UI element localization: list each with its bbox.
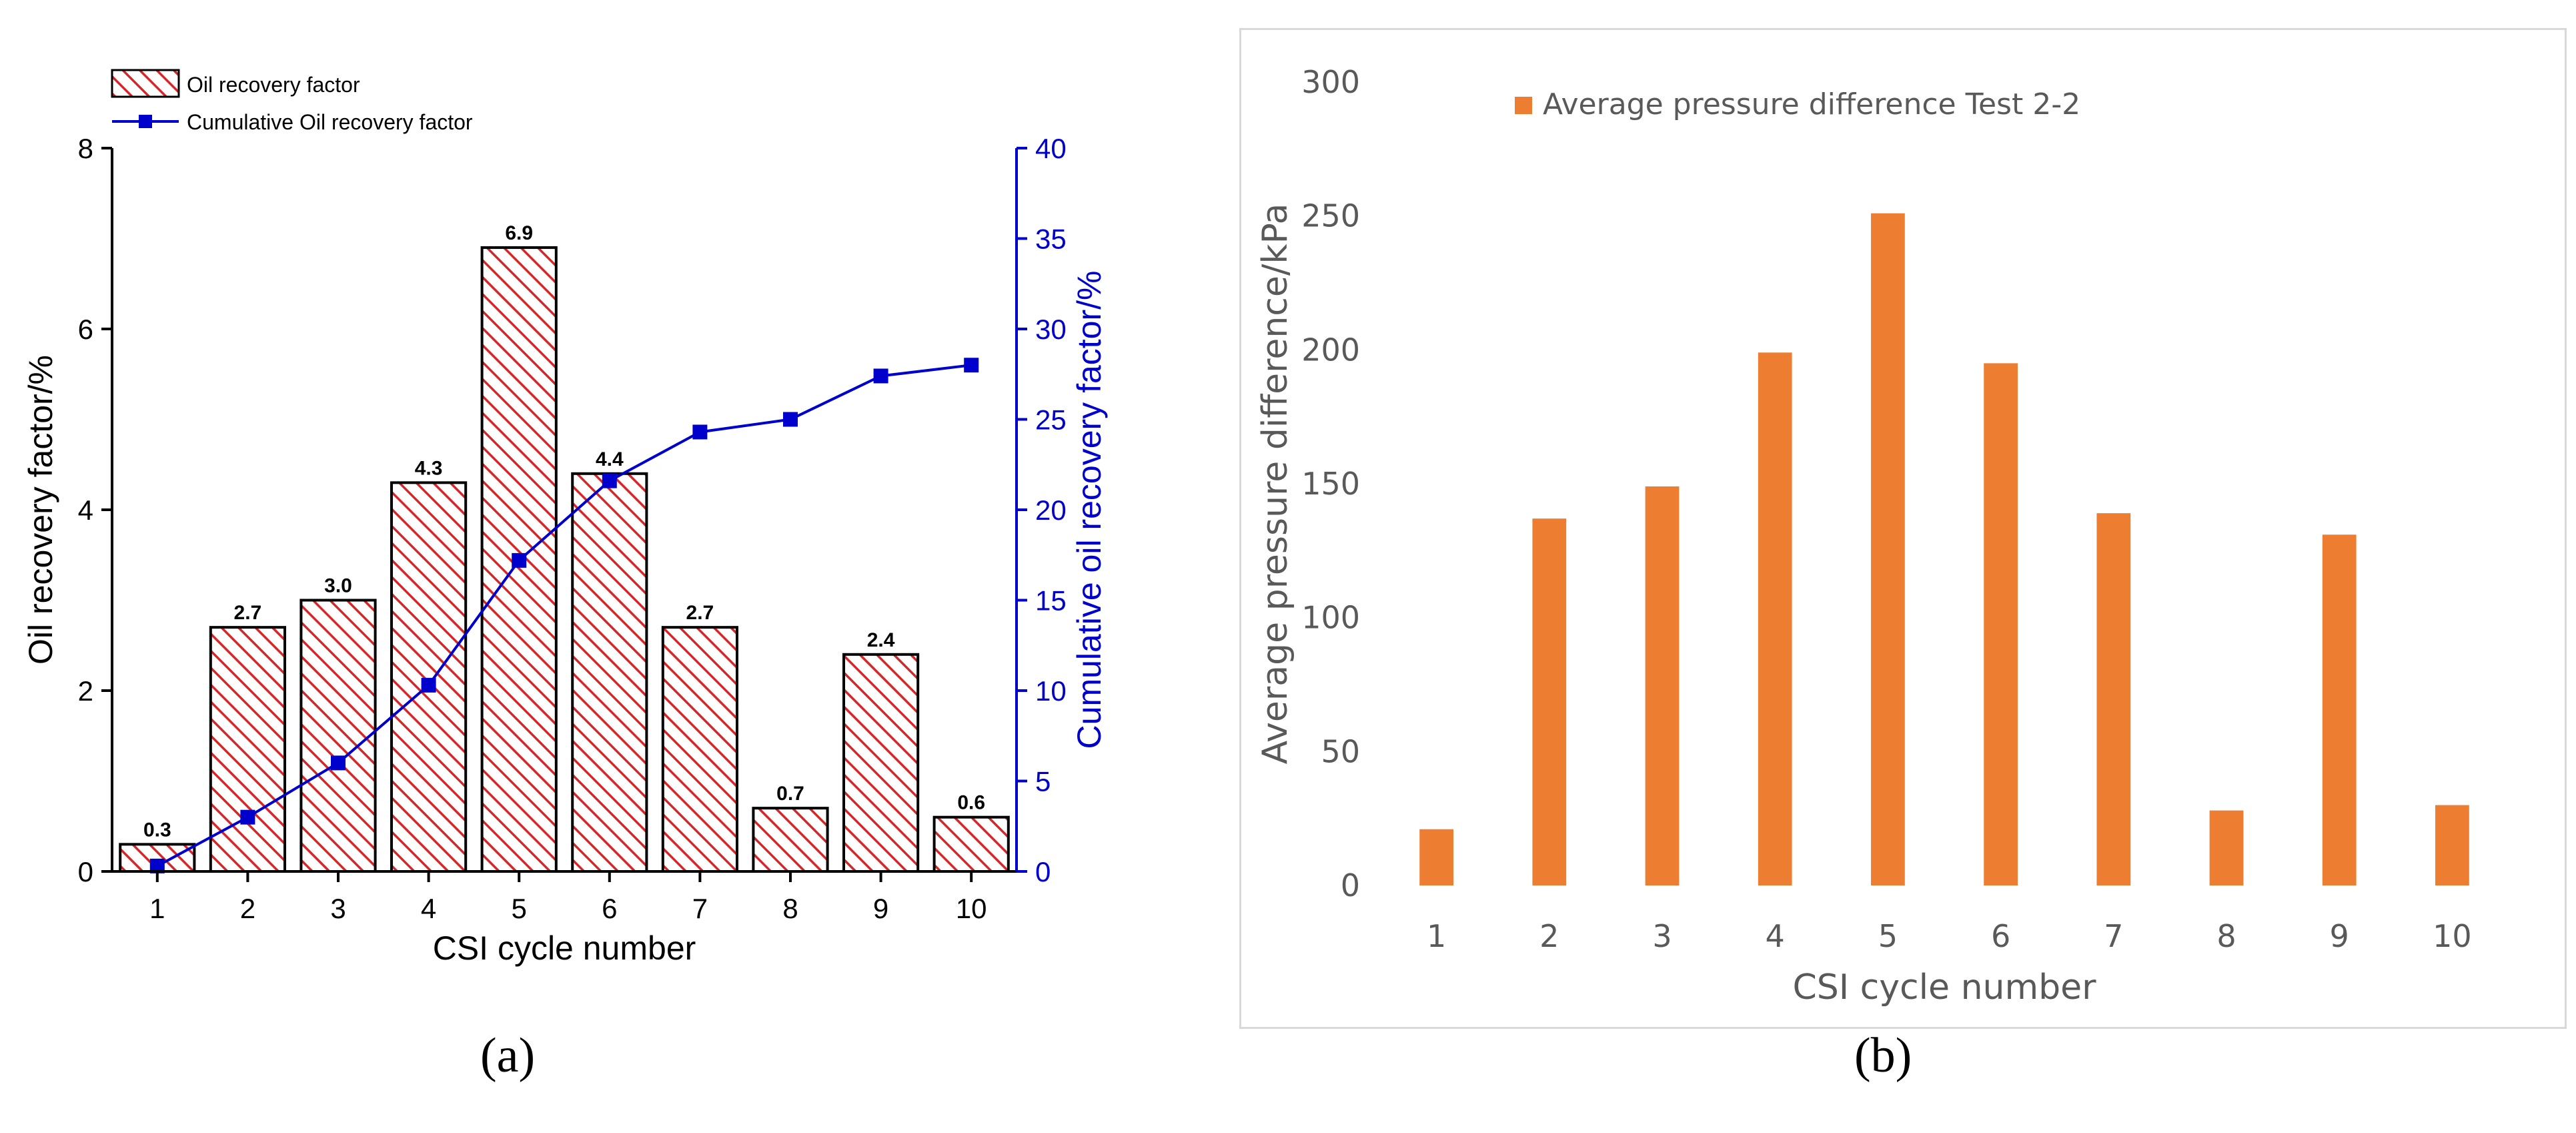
- x-tick-label: 8: [2216, 918, 2236, 954]
- x-tick-label: 3: [330, 893, 346, 924]
- bar-value-label: 4.4: [596, 448, 624, 470]
- x-tick-label: 1: [149, 893, 165, 924]
- bar-b: [1419, 829, 1453, 885]
- bar-value-label: 0.3: [143, 819, 171, 841]
- x-tick-label: 9: [2330, 918, 2349, 954]
- y-tick-label-right: 25: [1035, 404, 1067, 436]
- y-tick-label-left: 0: [78, 856, 93, 887]
- bar-b: [1984, 363, 2018, 885]
- x-tick-label: 2: [240, 893, 255, 924]
- bar-value-label: 2.4: [867, 629, 895, 651]
- bar-value-label: 0.7: [776, 783, 804, 805]
- cumulative-point: [331, 755, 346, 771]
- y-tick-label: 150: [1301, 466, 1360, 502]
- y-tick-label: 50: [1321, 733, 1360, 769]
- y-tick-label-right: 20: [1035, 494, 1067, 526]
- x-axis-label: CSI cycle number: [1792, 968, 2096, 1008]
- legend-swatch-marker: [139, 115, 152, 128]
- cumulative-point: [964, 358, 979, 373]
- cumulative-point: [602, 473, 617, 488]
- bar-value-label: 4.3: [415, 457, 443, 479]
- x-tick-label: 6: [602, 893, 617, 924]
- x-tick-label: 1: [1427, 918, 1446, 954]
- bar-b: [1758, 352, 1792, 885]
- bar-a: [299, 599, 377, 873]
- x-tick-label: 4: [1766, 918, 1785, 954]
- legend-label-bars: Oil recovery factor: [187, 73, 360, 97]
- cumulative-point: [421, 677, 436, 693]
- cumulative-point: [512, 552, 527, 568]
- x-tick-label: 3: [1652, 918, 1672, 954]
- bar-a: [571, 472, 648, 873]
- bar-b: [2096, 513, 2131, 885]
- bar-a: [752, 807, 829, 873]
- x-tick-label: 5: [1878, 918, 1898, 954]
- cumulative-point: [692, 424, 708, 440]
- y-tick-label-right: 30: [1035, 314, 1067, 345]
- chart-a: 0.3 2.7 3.0 4.3 6.9 4.4 2.7 0.7 2.4 0.6 0 2 4 6 8 0 5 10 1…: [22, 69, 1108, 967]
- x-tick-label: 10: [2433, 918, 2472, 954]
- cumulative-point: [149, 858, 165, 873]
- bar-value-label: 6.9: [505, 222, 533, 244]
- bar-value-label: 2.7: [686, 602, 714, 624]
- bar-a: [842, 653, 920, 873]
- bar-b: [2322, 534, 2357, 885]
- x-tick-label: 2: [1539, 918, 1559, 954]
- legend-swatch-bars: [111, 69, 180, 98]
- bar-value-label: 2.7: [234, 602, 262, 624]
- bar-a: [390, 481, 468, 873]
- y-tick-label-right: 40: [1035, 133, 1067, 164]
- y-tick-label: 100: [1301, 600, 1360, 636]
- y-tick-label: 300: [1301, 64, 1360, 100]
- x-tick-label: 7: [2104, 918, 2123, 954]
- x-tick-label: 8: [782, 893, 798, 924]
- y-tick-label-left: 4: [78, 494, 93, 526]
- y-tick-label: 250: [1301, 198, 1360, 234]
- bar-b: [1871, 213, 1905, 885]
- x-tick-label: 6: [1991, 918, 2010, 954]
- x-tick-label: 7: [692, 893, 708, 924]
- y-tick-label-left: 6: [78, 314, 93, 345]
- cumulative-point: [873, 368, 888, 384]
- y-tick-label-right: 15: [1035, 585, 1067, 617]
- y-tick-label: 0: [1341, 867, 1360, 903]
- legend-label: Average pressure difference Test 2-2: [1543, 87, 2080, 121]
- y-axis-label: Average pressure difference/kPa: [1255, 204, 1295, 765]
- cumulative-point: [783, 412, 798, 427]
- bar-value-label: 0.6: [957, 792, 985, 814]
- x-tick-label: 10: [956, 893, 987, 924]
- cumulative-line: [156, 364, 972, 867]
- y-tick-label-right: 0: [1035, 856, 1051, 887]
- cumulative-point: [240, 809, 255, 825]
- y-tick-label-right: 5: [1035, 766, 1051, 797]
- y-tick-label-left: 8: [78, 133, 93, 164]
- y-tick-label-right: 35: [1035, 224, 1067, 255]
- panel-label-b: (b): [1854, 1028, 1912, 1083]
- bar-b: [2435, 805, 2469, 885]
- bar-b: [1645, 486, 1680, 885]
- bar-a: [209, 626, 286, 873]
- chart-b: 0 50 100 150 200 250 300 1 2 3 4 5 6 7 8 9 10 CSI cycle n…: [1255, 64, 2472, 1008]
- legend-label-line: Cumulative Oil recovery factor: [187, 110, 473, 134]
- x-tick-label: 9: [873, 893, 888, 924]
- bar-b: [2209, 810, 2244, 885]
- y-axis-label-right: Cumulative oil recovery factor/%: [1071, 271, 1108, 749]
- x-axis-label: CSI cycle number: [433, 929, 696, 967]
- bar-b: [1532, 518, 1567, 885]
- y-tick-label-left: 2: [78, 675, 93, 707]
- legend-swatch: [1515, 97, 1532, 114]
- bar-value-label: 3.0: [324, 575, 352, 597]
- x-tick-label: 4: [421, 893, 436, 924]
- chart-b-frame: 0 50 100 150 200 250 300 1 2 3 4 5 6 7 8 9 10 CSI cycle n…: [1239, 28, 2567, 1029]
- panel-label-a: (a): [480, 1028, 536, 1083]
- bar-a: [661, 626, 738, 873]
- x-tick-label: 5: [512, 893, 527, 924]
- bar-a: [932, 815, 1010, 873]
- y-axis-label-left: Oil recovery factor/%: [22, 355, 59, 665]
- y-tick-label: 200: [1301, 332, 1360, 368]
- y-tick-label-right: 10: [1035, 675, 1067, 707]
